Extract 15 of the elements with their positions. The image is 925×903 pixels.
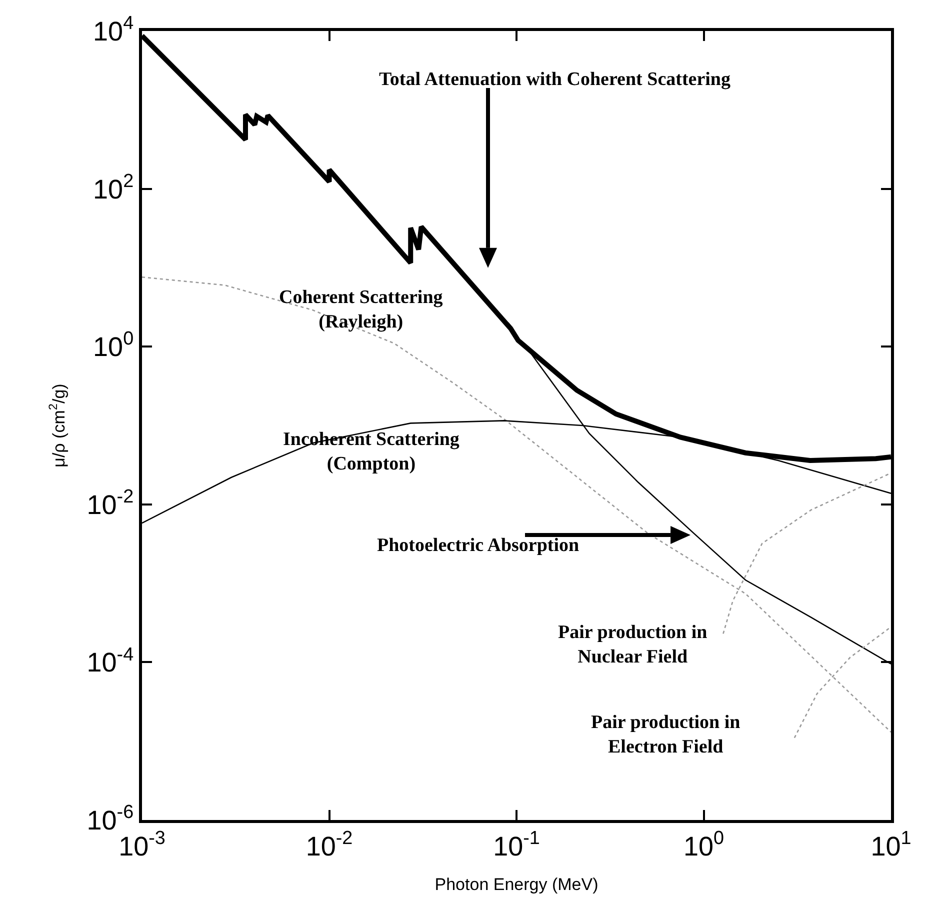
x-tick-label: 10$^{1}$ [870, 828, 912, 862]
x-tick-label: 10$^{-2}$ [306, 828, 353, 862]
annotation: Pair production in Electron Field [591, 712, 741, 758]
y-tick-label: 10$^{-4}$ [86, 644, 134, 678]
annotation: Total Attenuation with Coherent Scattering [379, 69, 731, 90]
x-axis-title: Photon Energy (MeV) [434, 874, 598, 894]
y-tick-label: 10$^{4}$ [93, 13, 134, 46]
y-tick-label: 10$^{0}$ [93, 328, 134, 362]
x-tick-label: 10$^{0}$ [683, 828, 724, 862]
y-tick-label: 10$^{2}$ [93, 170, 134, 204]
x-tick-label: 10$^{-1}$ [493, 828, 540, 862]
y-tick-label: 10$^{-2}$ [86, 486, 134, 520]
annotation: Photoelectric Absorption [377, 535, 580, 556]
annotation: Pair production in Nuclear Field [558, 622, 708, 668]
annotation: Coherent Scattering (Rayleigh) [279, 287, 444, 333]
